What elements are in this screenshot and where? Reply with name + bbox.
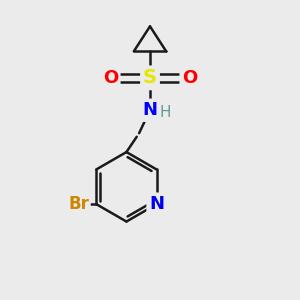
Text: Br: Br: [68, 195, 89, 213]
Text: N: N: [142, 101, 158, 119]
Text: O: O: [182, 69, 197, 87]
Text: H: H: [160, 105, 171, 120]
Text: O: O: [103, 69, 118, 87]
Text: N: N: [149, 195, 164, 213]
Text: S: S: [143, 68, 157, 87]
